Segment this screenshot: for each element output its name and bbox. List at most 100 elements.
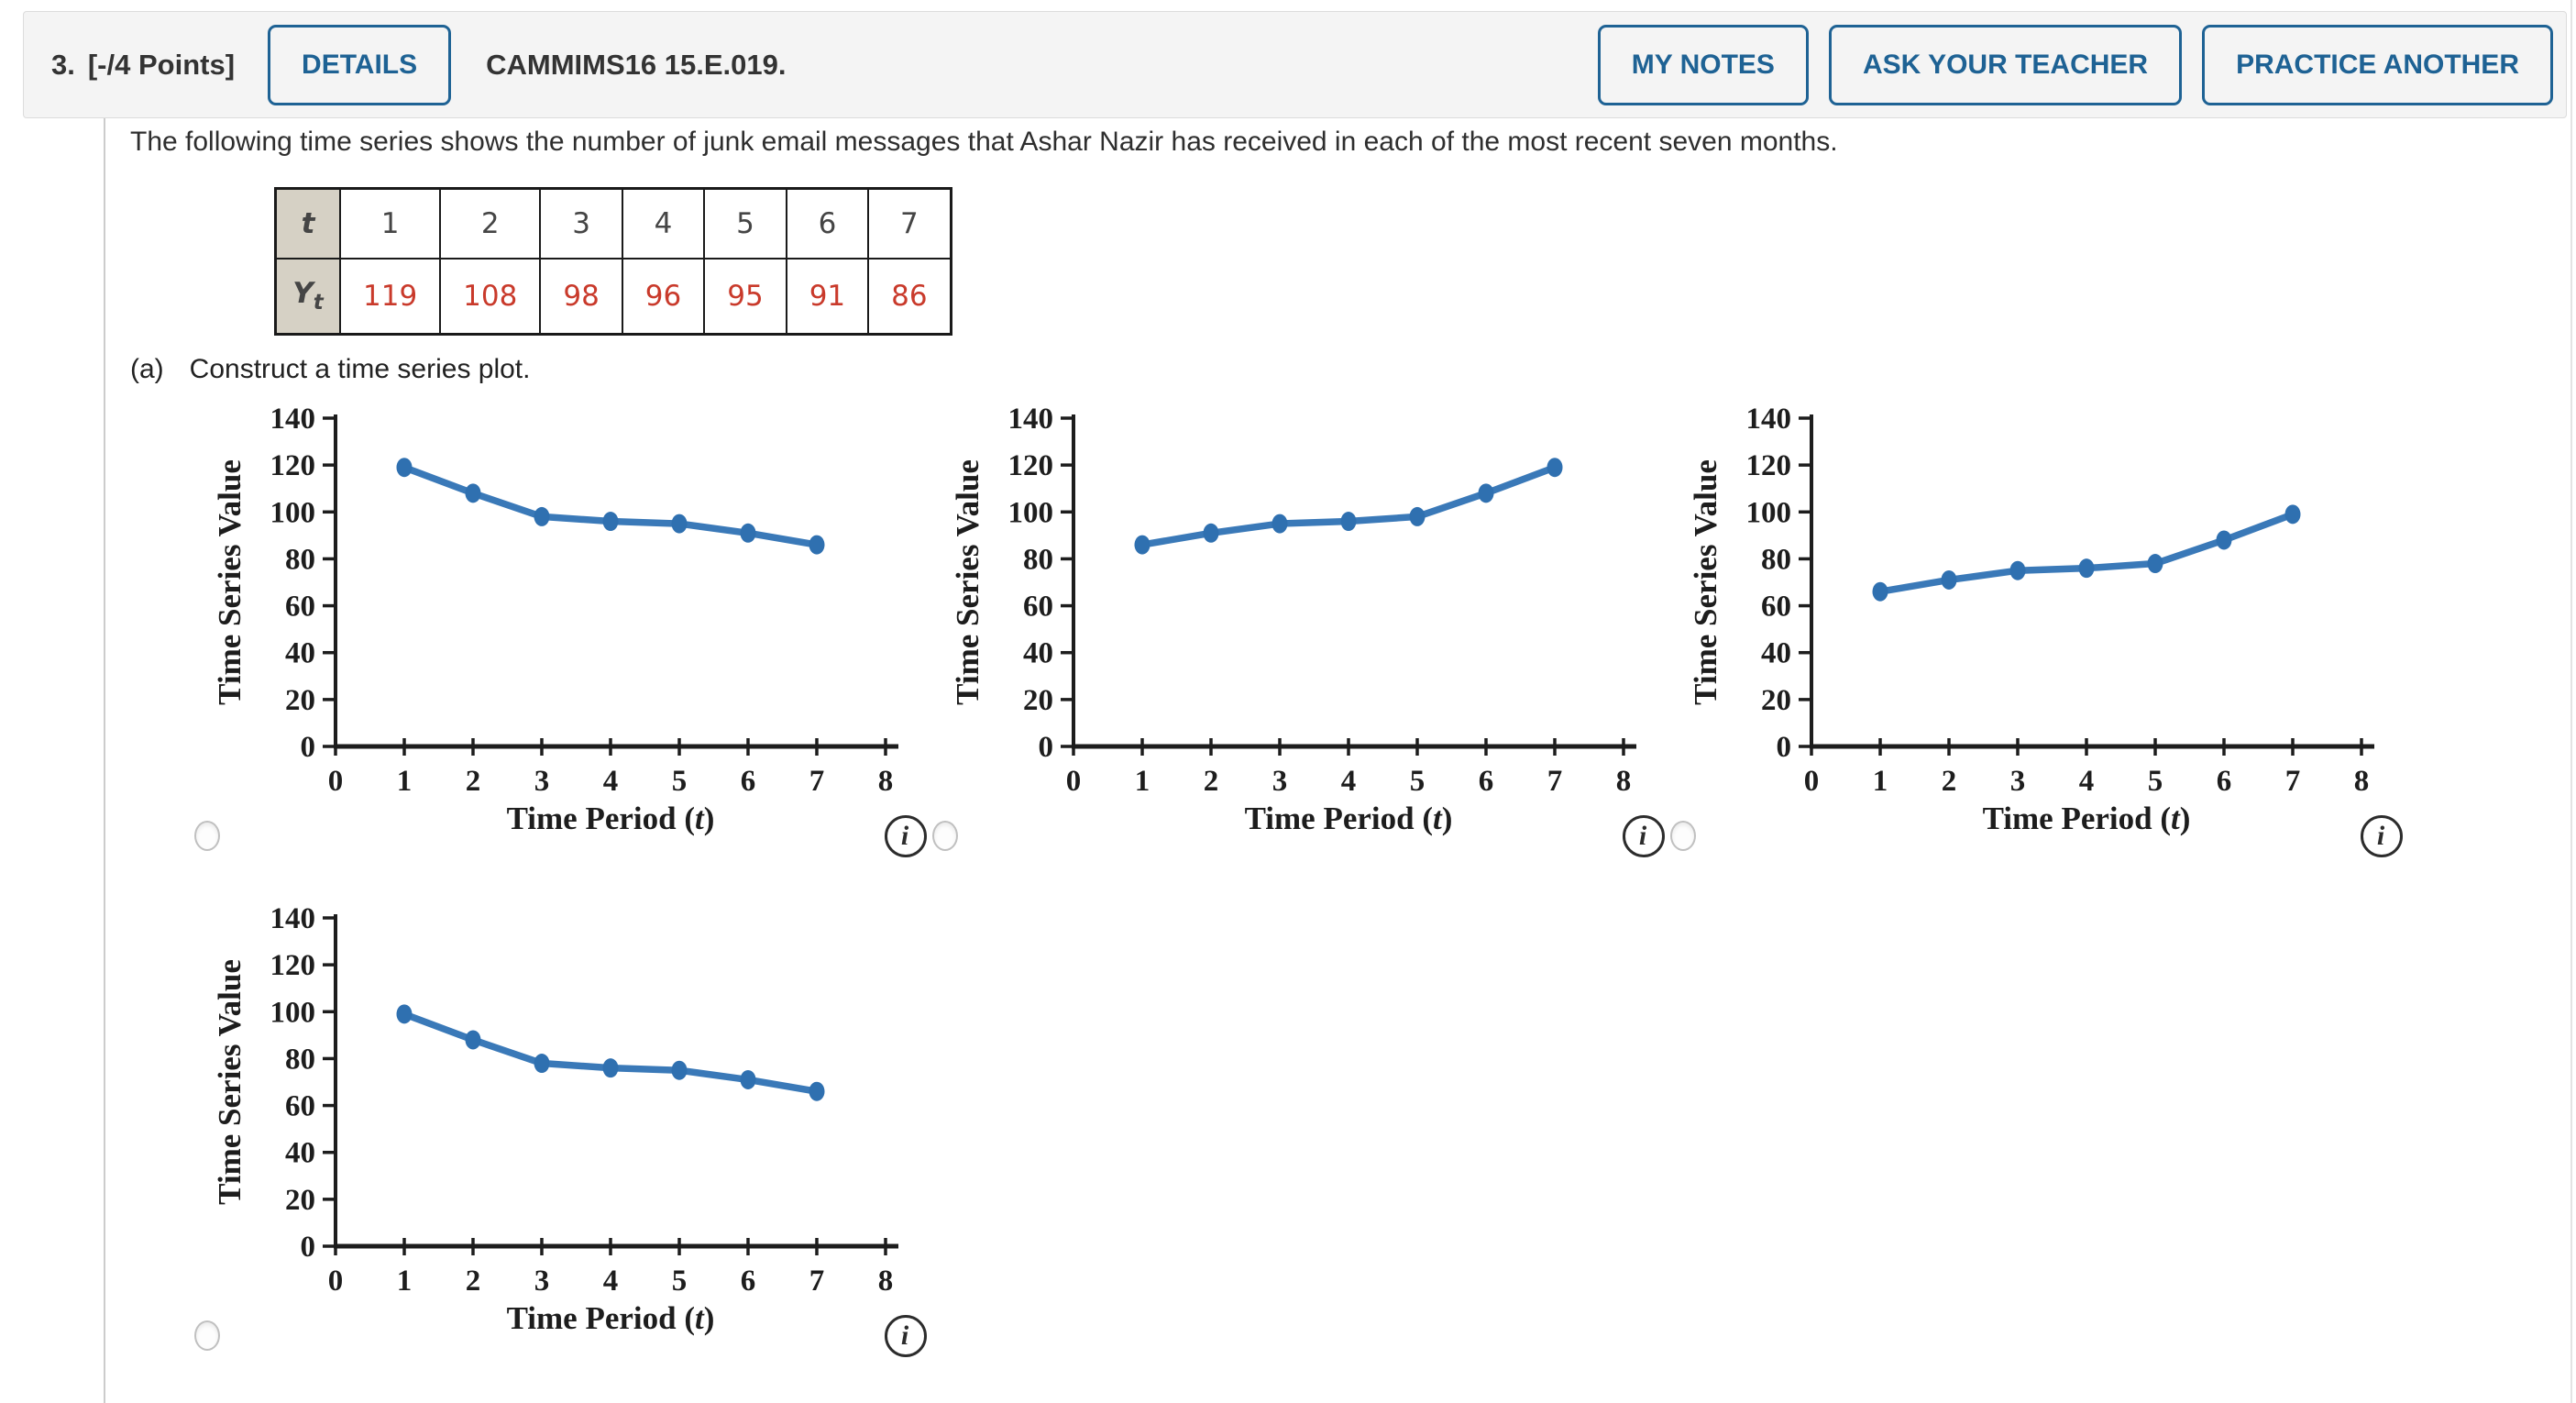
option-radio-button[interactable] [194,1320,220,1351]
info-icon-glyph: i [900,1320,909,1351]
svg-text:80: 80 [1023,543,1053,576]
svg-text:120: 120 [270,949,316,982]
svg-text:7: 7 [2285,765,2301,798]
y-value-cell: 108 [439,258,542,336]
svg-text:3: 3 [2010,765,2026,798]
time-series-chart: 0 20 40 60 80 100 120 140 0 1 2 3 4 5 6 7 8 Time Series V… [174,902,912,1342]
svg-text:100: 100 [1746,496,1792,529]
svg-text:8: 8 [878,1265,894,1298]
svg-text:120: 120 [1746,449,1792,482]
svg-text:0: 0 [1066,765,1082,798]
time-series-chart: 0 20 40 60 80 100 120 140 0 1 2 3 4 5 6 7 8 Time Series V… [912,403,1650,842]
svg-text:60: 60 [1761,591,1791,624]
svg-text:Time Series Value: Time Series Value [950,459,985,705]
svg-text:Time Series Value: Time Series Value [1688,459,1723,705]
answer-option-b: 0 20 40 60 80 100 120 140 0 1 2 3 4 5 6 7 8 Time Series V… [912,403,1665,899]
t-value-cell: 2 [439,187,542,260]
svg-text:4: 4 [603,1265,619,1298]
t-value-cell: 3 [539,187,623,260]
time-series-chart: 0 20 40 60 80 100 120 140 0 1 2 3 4 5 6 7 8 Time Series V… [1650,403,2388,842]
svg-text:0: 0 [328,1265,344,1298]
t-header-label: t [301,207,315,240]
svg-text:5: 5 [672,1265,688,1298]
svg-text:Time Period (t): Time Period (t) [507,1300,715,1336]
question-prompt: The following time series shows the numb… [130,127,1838,157]
info-icon-glyph: i [900,821,909,851]
svg-text:40: 40 [285,1137,315,1170]
svg-text:2: 2 [466,1265,481,1298]
svg-text:5: 5 [1410,765,1426,798]
svg-text:6: 6 [2217,765,2232,798]
y-header-cell: Yt [274,258,341,336]
content-left-border [104,118,105,1403]
option-radio-button[interactable] [194,821,220,851]
svg-text:40: 40 [1023,637,1053,670]
y-header-label: Y [292,277,314,311]
info-icon[interactable]: i [1623,815,1665,857]
question-number: 3. [51,48,75,81]
t-header-cell: t [274,187,341,260]
svg-text:80: 80 [285,1043,315,1076]
info-icon-glyph: i [2376,821,2385,851]
svg-text:6: 6 [1479,765,1494,798]
y-value-cell: 96 [621,258,706,336]
svg-text:Time Period (t): Time Period (t) [507,801,715,836]
svg-text:100: 100 [270,996,316,1029]
svg-text:0: 0 [1039,731,1054,764]
svg-text:8: 8 [2354,765,2370,798]
details-button[interactable]: DETAILS [268,24,452,105]
svg-text:8: 8 [1616,765,1632,798]
svg-text:5: 5 [2148,765,2163,798]
svg-text:120: 120 [1008,449,1054,482]
svg-text:1: 1 [1873,765,1888,798]
svg-text:7: 7 [809,765,825,798]
my-notes-button[interactable]: MY NOTES [1597,24,1809,105]
practice-another-button[interactable]: PRACTICE ANOTHER [2202,24,2553,105]
svg-text:6: 6 [741,765,756,798]
option-radio-button[interactable] [932,821,958,851]
svg-text:100: 100 [1008,496,1054,529]
svg-text:8: 8 [878,765,894,798]
svg-text:2: 2 [466,765,481,798]
y-value-cell: 86 [867,258,952,336]
header-right-buttons: MY NOTES ASK YOUR TEACHER PRACTICE ANOTH… [1597,24,2553,105]
svg-text:3: 3 [1272,765,1288,798]
info-icon[interactable]: i [885,815,927,857]
answer-option-a: 0 20 40 60 80 100 120 140 0 1 2 3 4 5 6 7 8 Time Series V… [174,403,927,899]
svg-text:80: 80 [1761,543,1791,576]
svg-text:0: 0 [1804,765,1820,798]
svg-text:4: 4 [1341,765,1357,798]
points-label: [-/4 Points] [87,48,236,81]
part-a-text: Construct a time series plot. [189,354,531,384]
svg-text:4: 4 [2079,765,2095,798]
svg-text:140: 140 [1008,403,1054,436]
svg-text:80: 80 [285,543,315,576]
svg-text:4: 4 [603,765,619,798]
svg-text:60: 60 [285,1090,315,1123]
option-radio-button[interactable] [1670,821,1696,851]
t-value-cell: 6 [785,187,870,260]
ask-your-teacher-button[interactable]: ASK YOUR TEACHER [1828,24,2183,105]
svg-text:6: 6 [741,1265,756,1298]
svg-text:1: 1 [1135,765,1150,798]
answer-option-c: 0 20 40 60 80 100 120 140 0 1 2 3 4 5 6 7 8 Time Series V… [1650,403,2403,899]
svg-text:120: 120 [270,449,316,482]
svg-text:Time Period (t): Time Period (t) [1983,801,2191,836]
svg-text:40: 40 [1761,637,1791,670]
info-icon[interactable]: i [885,1315,927,1357]
svg-text:100: 100 [270,496,316,529]
y-value-cell: 95 [703,258,787,336]
answer-option-d: 0 20 40 60 80 100 120 140 0 1 2 3 4 5 6 7 8 Time Series V… [174,902,927,1398]
y-value-cell: 98 [539,258,623,336]
svg-text:7: 7 [1547,765,1563,798]
svg-text:60: 60 [1023,591,1053,624]
page-right-edge [2570,0,2572,1403]
svg-text:140: 140 [270,903,316,935]
assignment-code: CAMMIMS16 15.E.019. [486,48,787,81]
svg-text:3: 3 [534,1265,550,1298]
y-value-cell: 91 [785,258,870,336]
info-icon[interactable]: i [2361,815,2403,857]
svg-text:140: 140 [270,403,316,436]
svg-text:0: 0 [301,731,316,764]
